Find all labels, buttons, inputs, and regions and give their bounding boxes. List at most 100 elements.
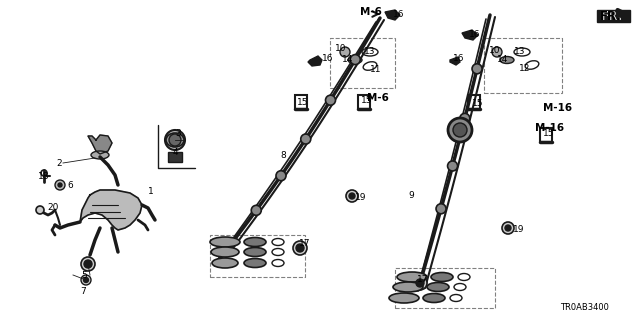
Polygon shape [597,10,630,22]
Text: 11: 11 [370,65,381,74]
Text: 17: 17 [417,276,429,284]
Circle shape [58,183,62,187]
Text: 20: 20 [47,204,58,212]
Polygon shape [450,57,460,65]
Ellipse shape [431,273,453,282]
Circle shape [36,206,44,214]
Text: 17: 17 [299,239,310,249]
Circle shape [413,276,427,290]
Circle shape [165,130,185,150]
Ellipse shape [397,272,427,282]
Circle shape [252,205,261,215]
Circle shape [447,161,458,171]
Circle shape [296,244,304,252]
Ellipse shape [244,247,266,257]
Bar [484,38,562,93]
Polygon shape [385,10,400,20]
Polygon shape [308,56,322,66]
Polygon shape [88,135,112,154]
Text: 1: 1 [148,188,154,196]
Circle shape [55,180,65,190]
Circle shape [492,47,502,57]
Circle shape [293,241,307,255]
Bar [168,152,182,162]
Text: M-6: M-6 [367,93,389,103]
Circle shape [350,55,360,65]
Circle shape [169,134,181,146]
Text: 13: 13 [514,46,525,55]
Text: 15: 15 [361,95,372,105]
Ellipse shape [211,247,239,257]
Text: 16: 16 [469,29,481,38]
Text: 14: 14 [497,54,508,63]
Text: 16: 16 [322,53,333,62]
Circle shape [346,190,358,202]
Text: 8: 8 [280,150,285,159]
Ellipse shape [427,283,449,292]
Bar [395,268,495,308]
Ellipse shape [166,133,184,147]
Bar [210,235,305,277]
Circle shape [453,123,467,137]
Text: M-16: M-16 [535,123,564,133]
Circle shape [448,118,472,142]
Text: 16: 16 [453,53,465,62]
Text: 10: 10 [489,45,500,54]
Text: M-16: M-16 [543,103,572,113]
Text: 4: 4 [173,148,179,156]
Polygon shape [462,30,478,40]
Text: 7: 7 [80,286,86,295]
Circle shape [436,204,446,214]
Text: 16: 16 [393,10,404,19]
Circle shape [81,257,95,271]
Ellipse shape [91,151,109,159]
Text: FR.: FR. [600,10,622,22]
Ellipse shape [393,282,423,292]
Text: 15: 15 [472,99,483,108]
Ellipse shape [423,293,445,302]
Text: 18: 18 [38,172,49,180]
Text: M-6: M-6 [360,7,382,17]
Text: 14: 14 [342,54,353,63]
Bar [540,128,552,142]
Circle shape [340,47,350,57]
Circle shape [505,225,511,231]
Ellipse shape [210,237,240,247]
Text: 19: 19 [513,226,525,235]
Ellipse shape [500,57,514,63]
Circle shape [502,222,514,234]
Text: 9: 9 [408,190,413,199]
Text: 10: 10 [335,44,346,52]
Ellipse shape [348,57,362,63]
Circle shape [326,95,335,105]
Text: TR0AB3400: TR0AB3400 [560,303,609,313]
Text: 3: 3 [175,129,180,138]
Circle shape [84,260,92,268]
Bar [330,38,395,88]
Text: 6: 6 [67,180,73,189]
Circle shape [472,64,482,74]
Circle shape [83,277,88,283]
Text: 12: 12 [519,63,531,73]
Ellipse shape [212,258,238,268]
Circle shape [349,193,355,199]
Circle shape [460,113,470,124]
Circle shape [276,171,286,181]
Ellipse shape [244,259,266,268]
Bar [295,95,307,109]
Text: 15: 15 [297,98,308,107]
Text: FR.: FR. [601,10,623,22]
Circle shape [81,275,91,285]
Circle shape [416,279,424,287]
Text: 15: 15 [543,129,554,138]
Circle shape [301,134,311,144]
Ellipse shape [244,237,266,246]
Bar [468,95,480,109]
Text: 19: 19 [355,194,367,203]
Polygon shape [80,190,142,230]
Bar [358,95,370,109]
Text: 5: 5 [81,270,87,279]
Text: 2: 2 [56,158,61,167]
Text: 13: 13 [364,46,376,55]
Ellipse shape [389,293,419,303]
